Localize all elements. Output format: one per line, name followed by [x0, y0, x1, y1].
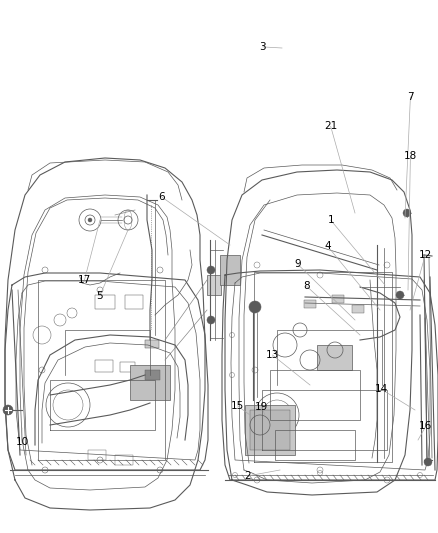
- Bar: [125, 295, 143, 309]
- Text: 21: 21: [324, 122, 337, 131]
- Bar: [207, 275, 221, 295]
- Bar: [304, 300, 316, 308]
- Text: 7: 7: [407, 92, 414, 102]
- Text: 5: 5: [96, 291, 103, 301]
- Text: 14: 14: [374, 384, 388, 394]
- Bar: [88, 450, 106, 460]
- Circle shape: [403, 209, 411, 217]
- Text: 6: 6: [159, 192, 166, 202]
- Bar: [115, 455, 133, 465]
- Bar: [130, 365, 170, 400]
- Bar: [270, 370, 360, 420]
- Bar: [120, 362, 135, 372]
- Text: 17: 17: [78, 275, 91, 285]
- Bar: [317, 345, 352, 370]
- Text: 19: 19: [255, 402, 268, 411]
- Circle shape: [396, 291, 404, 299]
- Bar: [145, 370, 160, 380]
- Text: 16: 16: [419, 422, 432, 431]
- Text: 18: 18: [404, 151, 417, 160]
- Bar: [250, 410, 290, 450]
- Bar: [145, 340, 159, 348]
- Text: 4: 4: [324, 241, 331, 251]
- Bar: [352, 305, 364, 313]
- Text: 1: 1: [327, 215, 334, 225]
- Circle shape: [249, 301, 261, 313]
- Circle shape: [424, 458, 432, 466]
- Text: 3: 3: [259, 42, 266, 52]
- Text: 15: 15: [231, 401, 244, 411]
- Circle shape: [88, 218, 92, 222]
- Circle shape: [3, 405, 13, 415]
- Text: 9: 9: [294, 260, 301, 269]
- Bar: [220, 255, 240, 285]
- Text: 13: 13: [266, 350, 279, 360]
- Bar: [245, 405, 295, 455]
- Text: 8: 8: [303, 281, 310, 291]
- Bar: [95, 360, 113, 372]
- Bar: [332, 295, 344, 303]
- Circle shape: [207, 316, 215, 324]
- Bar: [275, 430, 355, 460]
- Text: 10: 10: [15, 438, 28, 447]
- Bar: [95, 295, 115, 309]
- Text: 2: 2: [244, 471, 251, 481]
- Text: 12: 12: [419, 250, 432, 260]
- Circle shape: [207, 266, 215, 274]
